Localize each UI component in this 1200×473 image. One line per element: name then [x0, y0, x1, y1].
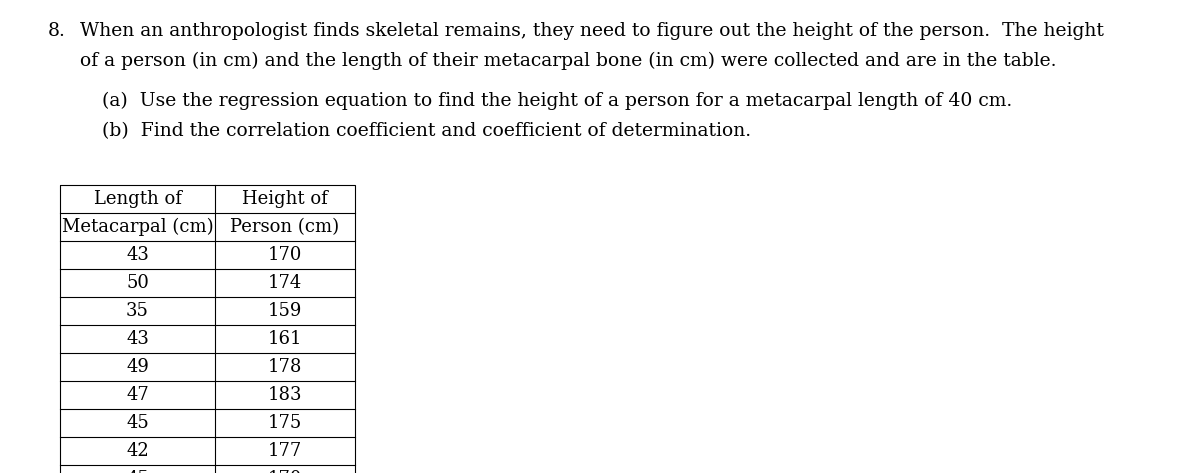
Text: 43: 43 — [126, 330, 149, 348]
Text: 177: 177 — [268, 442, 302, 460]
Text: 47: 47 — [126, 386, 149, 404]
Text: 174: 174 — [268, 274, 302, 292]
Text: 159: 159 — [268, 302, 302, 320]
Text: 42: 42 — [126, 442, 149, 460]
Text: 8.: 8. — [48, 22, 66, 40]
Text: 43: 43 — [126, 246, 149, 264]
Text: Metacarpal (cm): Metacarpal (cm) — [61, 218, 214, 236]
Text: 161: 161 — [268, 330, 302, 348]
Text: 183: 183 — [268, 386, 302, 404]
Text: Length of: Length of — [94, 190, 181, 208]
Text: Person (cm): Person (cm) — [230, 218, 340, 236]
Text: Height of: Height of — [242, 190, 328, 208]
Text: 178: 178 — [268, 358, 302, 376]
Text: When an anthropologist finds skeletal remains, they need to figure out the heigh: When an anthropologist finds skeletal re… — [80, 22, 1104, 40]
Text: 50: 50 — [126, 274, 149, 292]
Text: 45: 45 — [126, 470, 149, 473]
Text: of a person (in cm) and the length of their metacarpal bone (in cm) were collect: of a person (in cm) and the length of th… — [80, 52, 1056, 70]
Text: 175: 175 — [268, 414, 302, 432]
Text: 45: 45 — [126, 414, 149, 432]
Text: 35: 35 — [126, 302, 149, 320]
Bar — [60, 185, 355, 473]
Text: (b)  Find the correlation coefficient and coefficient of determination.: (b) Find the correlation coefficient and… — [102, 122, 751, 140]
Text: 49: 49 — [126, 358, 149, 376]
Text: (a)  Use the regression equation to find the height of a person for a metacarpal: (a) Use the regression equation to find … — [102, 92, 1013, 110]
Text: 170: 170 — [268, 246, 302, 264]
Text: 170: 170 — [268, 470, 302, 473]
